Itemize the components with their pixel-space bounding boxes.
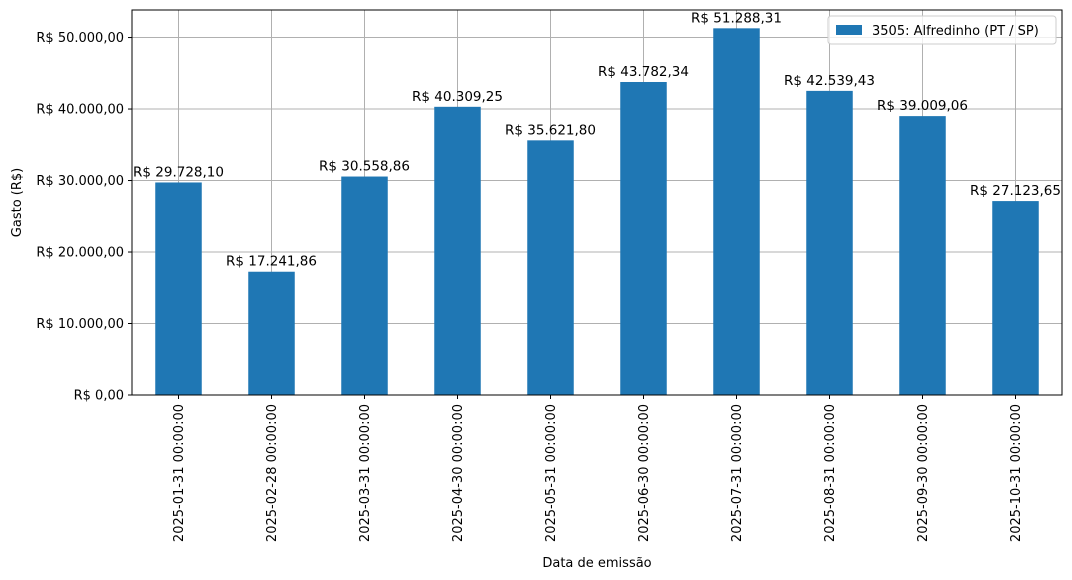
bar	[806, 90, 853, 395]
data-label: R$ 43.782,34	[598, 64, 689, 80]
data-label: R$ 51.288,31	[691, 10, 782, 26]
data-labels: R$ 29.728,10 R$ 17.241,86 R$ 30.558,86 R$ 4…	[133, 10, 1061, 269]
data-label: R$ 17.241,86	[226, 254, 317, 270]
y-tick-label: R$ 0,00	[74, 389, 124, 404]
x-tick-label: 2025-07-31 00:00:00	[730, 404, 745, 542]
bar	[155, 182, 202, 395]
data-label: R$ 40.309,25	[412, 89, 503, 105]
y-tick-label: R$ 20.000,00	[36, 246, 124, 261]
legend-swatch	[836, 25, 862, 35]
bar	[620, 81, 667, 395]
bar	[248, 271, 295, 395]
bar	[527, 140, 574, 395]
bars	[155, 28, 1039, 396]
x-tick-label: 2025-10-31 00:00:00	[1009, 404, 1024, 542]
x-tick-label: 2025-03-31 00:00:00	[358, 404, 373, 542]
x-tick-label: 2025-05-31 00:00:00	[544, 404, 559, 542]
legend: 3505: Alfredinho (PT / SP)	[827, 15, 1057, 45]
y-tick-label: R$ 30.000,00	[36, 174, 124, 189]
data-label: R$ 39.009,06	[877, 98, 968, 114]
x-tick-label: 2025-08-31 00:00:00	[823, 404, 838, 542]
data-label: R$ 30.558,86	[319, 159, 410, 175]
plot-frame	[131, 9, 1063, 396]
x-axis-ticks: 2025-01-31 00:00:00 2025-02-28 00:00:00 20…	[172, 395, 1024, 542]
y-axis-ticks: R$ 0,00 R$ 10.000,00 R$ 20.000,00 R$ 30.000…	[36, 31, 132, 404]
x-tick-label: 2025-01-31 00:00:00	[172, 404, 187, 542]
y-tick-label: R$ 40.000,00	[36, 103, 124, 118]
x-tick-label: 2025-09-30 00:00:00	[916, 404, 931, 542]
y-tick-label: R$ 50.000,00	[36, 31, 124, 46]
y-axis-label: Gasto (R$)	[10, 168, 25, 237]
data-label: R$ 42.539,43	[784, 73, 875, 89]
legend-box	[827, 15, 1057, 45]
data-label: R$ 29.728,10	[133, 164, 224, 180]
x-tick-label: 2025-06-30 00:00:00	[637, 404, 652, 542]
bar	[434, 106, 481, 395]
bar	[992, 201, 1039, 395]
data-label: R$ 27.123,65	[970, 183, 1061, 199]
bar	[713, 28, 760, 395]
data-label: R$ 35.621,80	[505, 122, 596, 138]
x-tick-label: 2025-04-30 00:00:00	[451, 404, 466, 542]
bar	[899, 116, 946, 396]
y-tick-label: R$ 10.000,00	[36, 317, 124, 332]
legend-entry: 3505: Alfredinho (PT / SP)	[872, 24, 1039, 39]
bar	[341, 176, 388, 395]
x-axis-label: Data de emissão	[542, 556, 651, 571]
x-tick-label: 2025-02-28 00:00:00	[265, 404, 280, 542]
